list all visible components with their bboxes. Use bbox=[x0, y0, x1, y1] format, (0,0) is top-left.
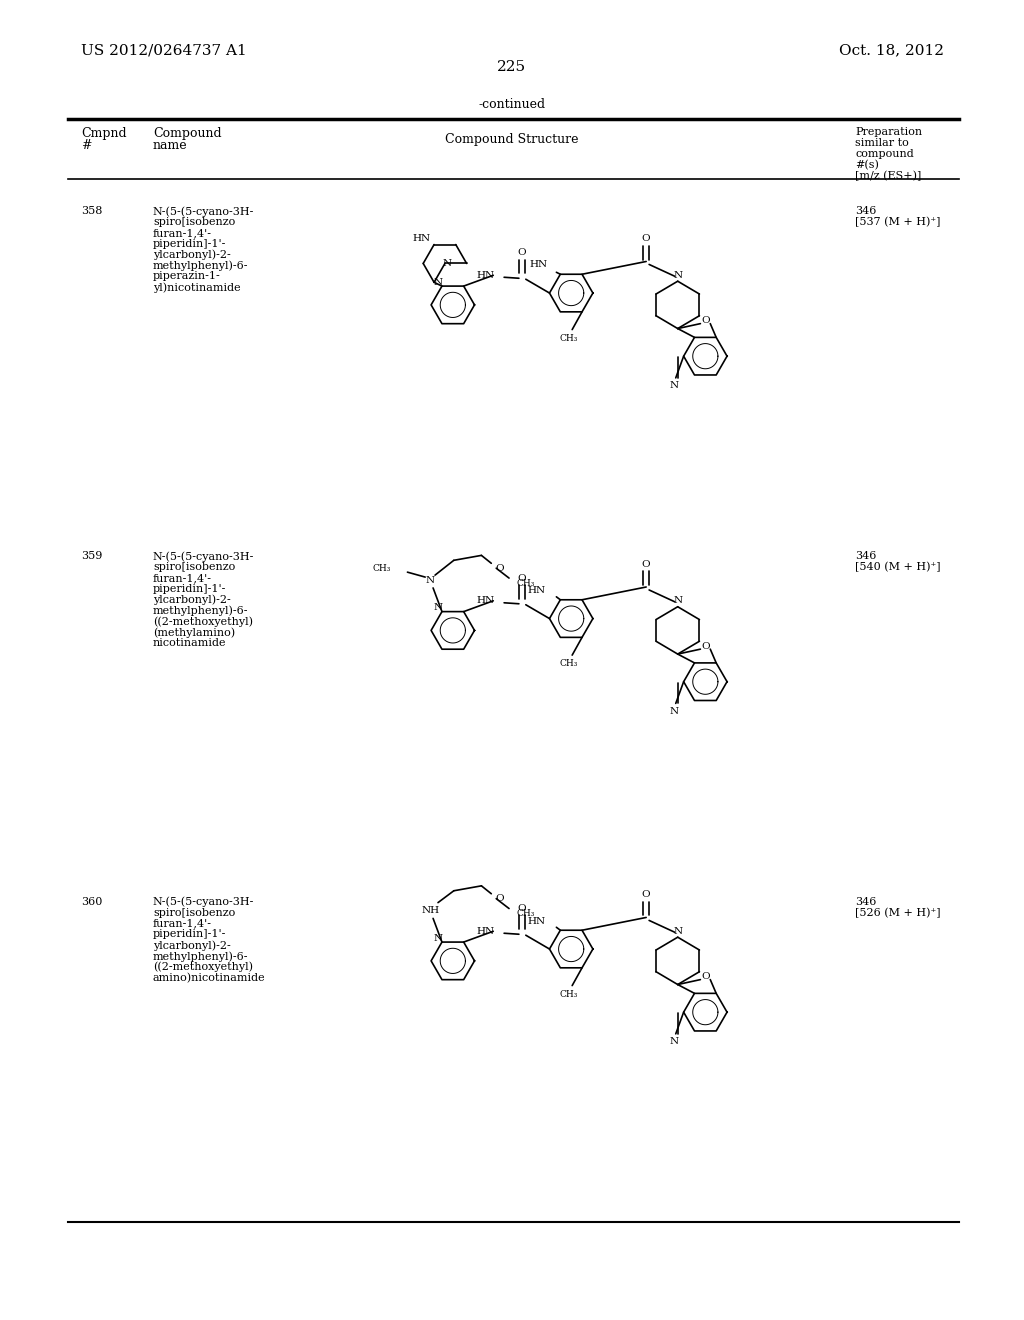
Text: O: O bbox=[517, 248, 526, 257]
Text: name: name bbox=[153, 139, 187, 152]
Text: N: N bbox=[433, 603, 442, 612]
Text: [526 (M + H)⁺]: [526 (M + H)⁺] bbox=[855, 908, 941, 917]
Text: furan-1,4'-: furan-1,4'- bbox=[153, 573, 212, 583]
Text: HN: HN bbox=[412, 234, 430, 243]
Text: N: N bbox=[670, 1038, 678, 1047]
Text: 358: 358 bbox=[81, 206, 102, 216]
Text: methylphenyl)-6-: methylphenyl)-6- bbox=[153, 950, 249, 961]
Text: #(s): #(s) bbox=[855, 160, 880, 170]
Text: piperazin-1-: piperazin-1- bbox=[153, 272, 221, 281]
Text: O: O bbox=[701, 317, 710, 325]
Text: HN: HN bbox=[529, 260, 548, 269]
Text: O: O bbox=[517, 904, 526, 913]
Text: ((2-methoxyethyl): ((2-methoxyethyl) bbox=[153, 616, 253, 627]
Text: O: O bbox=[496, 564, 504, 573]
Text: [540 (M + H)⁺]: [540 (M + H)⁺] bbox=[855, 562, 941, 573]
Text: 225: 225 bbox=[498, 61, 526, 74]
Text: N: N bbox=[673, 597, 682, 606]
Text: N: N bbox=[442, 259, 452, 268]
Text: compound: compound bbox=[855, 149, 914, 158]
Text: O: O bbox=[642, 560, 650, 569]
Text: Compound Structure: Compound Structure bbox=[445, 133, 579, 147]
Text: methylphenyl)-6-: methylphenyl)-6- bbox=[153, 260, 249, 271]
Text: piperidin]-1'-: piperidin]-1'- bbox=[153, 583, 226, 594]
Text: methylphenyl)-6-: methylphenyl)-6- bbox=[153, 606, 249, 616]
Text: HN: HN bbox=[527, 917, 546, 925]
Text: 359: 359 bbox=[81, 552, 102, 561]
Text: N: N bbox=[673, 927, 682, 936]
Text: [537 (M + H)⁺]: [537 (M + H)⁺] bbox=[855, 216, 941, 227]
Text: ylcarbonyl)-2-: ylcarbonyl)-2- bbox=[153, 249, 230, 260]
Text: 346: 346 bbox=[855, 206, 877, 216]
Text: piperidin]-1'-: piperidin]-1'- bbox=[153, 239, 226, 248]
Text: Preparation: Preparation bbox=[855, 127, 923, 137]
Text: [m/z (ES+)]: [m/z (ES+)] bbox=[855, 170, 922, 181]
Text: Cmpnd: Cmpnd bbox=[81, 127, 127, 140]
Text: O: O bbox=[496, 894, 504, 903]
Text: spiro[isobenzo: spiro[isobenzo bbox=[153, 908, 236, 917]
Text: N: N bbox=[673, 271, 682, 280]
Text: amino)nicotinamide: amino)nicotinamide bbox=[153, 973, 265, 983]
Text: Compound: Compound bbox=[153, 127, 221, 140]
Text: 346: 346 bbox=[855, 552, 877, 561]
Text: CH₃: CH₃ bbox=[559, 660, 578, 668]
Text: HN: HN bbox=[527, 586, 546, 595]
Text: O: O bbox=[642, 890, 650, 899]
Text: HN: HN bbox=[476, 271, 495, 280]
Text: N: N bbox=[670, 381, 678, 391]
Text: O: O bbox=[517, 574, 526, 582]
Text: -continued: -continued bbox=[478, 98, 546, 111]
Text: piperidin]-1'-: piperidin]-1'- bbox=[153, 929, 226, 940]
Text: furan-1,4'-: furan-1,4'- bbox=[153, 919, 212, 928]
Text: (methylamino): (methylamino) bbox=[153, 627, 236, 638]
Text: CH₃: CH₃ bbox=[373, 564, 391, 573]
Text: N: N bbox=[426, 576, 435, 585]
Text: N-(5-(5-cyano-3H-: N-(5-(5-cyano-3H- bbox=[153, 552, 254, 562]
Text: N-(5-(5-cyano-3H-: N-(5-(5-cyano-3H- bbox=[153, 896, 254, 907]
Text: nicotinamide: nicotinamide bbox=[153, 639, 226, 648]
Text: O: O bbox=[701, 972, 710, 981]
Text: N-(5-(5-cyano-3H-: N-(5-(5-cyano-3H- bbox=[153, 206, 254, 216]
Text: ylcarbonyl)-2-: ylcarbonyl)-2- bbox=[153, 595, 230, 606]
Text: US 2012/0264737 A1: US 2012/0264737 A1 bbox=[81, 44, 247, 58]
Text: furan-1,4'-: furan-1,4'- bbox=[153, 228, 212, 238]
Text: CH₃: CH₃ bbox=[559, 334, 578, 343]
Text: CH₃: CH₃ bbox=[517, 909, 536, 917]
Text: O: O bbox=[701, 642, 710, 651]
Text: HN: HN bbox=[476, 927, 495, 936]
Text: 346: 346 bbox=[855, 896, 877, 907]
Text: CH₃: CH₃ bbox=[517, 578, 536, 587]
Text: 360: 360 bbox=[81, 896, 102, 907]
Text: spiro[isobenzo: spiro[isobenzo bbox=[153, 216, 236, 227]
Text: yl)nicotinamide: yl)nicotinamide bbox=[153, 282, 241, 293]
Text: HN: HN bbox=[476, 597, 495, 606]
Text: NH: NH bbox=[421, 906, 439, 915]
Text: N: N bbox=[433, 277, 442, 286]
Text: Oct. 18, 2012: Oct. 18, 2012 bbox=[839, 44, 944, 58]
Text: CH₃: CH₃ bbox=[559, 990, 578, 999]
Text: ylcarbonyl)-2-: ylcarbonyl)-2- bbox=[153, 940, 230, 950]
Text: N: N bbox=[670, 706, 678, 715]
Text: ((2-methoxyethyl): ((2-methoxyethyl) bbox=[153, 962, 253, 973]
Text: N: N bbox=[433, 933, 442, 942]
Text: similar to: similar to bbox=[855, 139, 909, 148]
Text: O: O bbox=[642, 234, 650, 243]
Text: #: # bbox=[81, 139, 91, 152]
Text: spiro[isobenzo: spiro[isobenzo bbox=[153, 562, 236, 573]
